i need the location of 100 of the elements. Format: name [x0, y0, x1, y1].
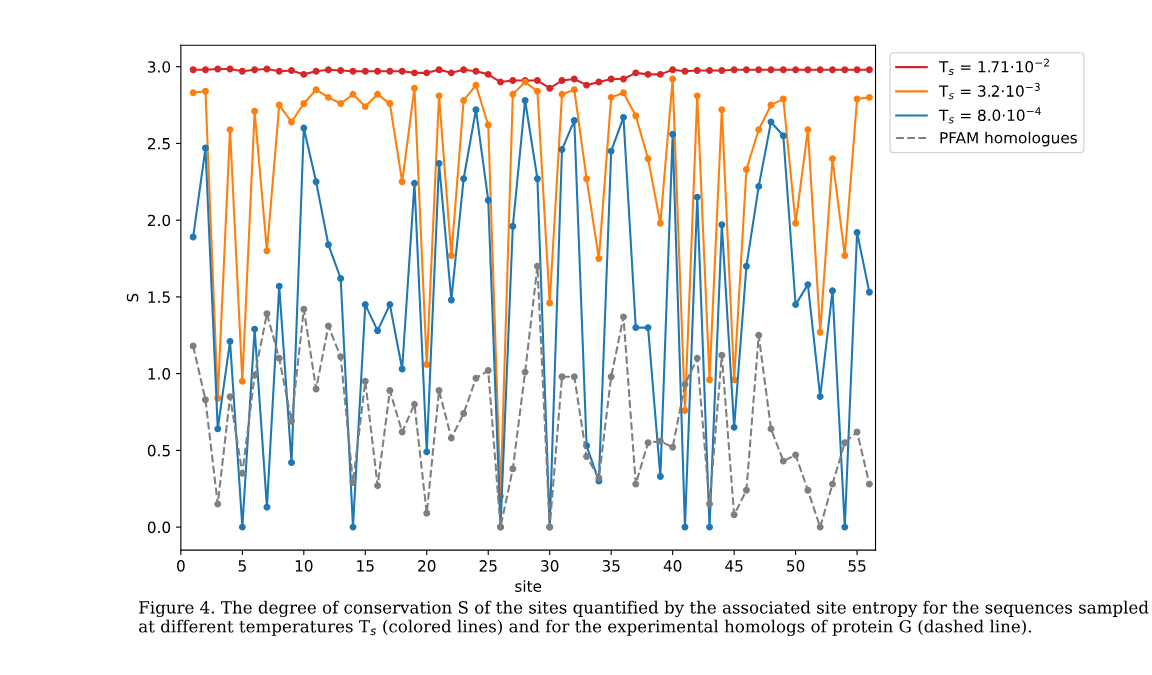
point: [337, 67, 345, 75]
point: [275, 101, 283, 109]
legend-label: PFAM homologues: [940, 131, 1077, 147]
point: [533, 87, 541, 95]
point: [460, 410, 468, 418]
point: [841, 66, 849, 74]
y-tick-label: 1.0: [148, 368, 171, 380]
point: [558, 77, 566, 84]
point: [484, 367, 492, 375]
point: [632, 69, 640, 77]
point: [189, 89, 197, 97]
point: [349, 90, 357, 98]
point: [706, 500, 714, 508]
point: [656, 472, 664, 480]
point: [238, 67, 246, 75]
point: [214, 65, 222, 73]
point: [865, 480, 873, 488]
point: [361, 377, 369, 385]
point: [509, 222, 517, 230]
point: [423, 69, 431, 77]
point: [607, 75, 615, 83]
point: [656, 219, 664, 227]
point: [779, 95, 787, 103]
point: [669, 130, 677, 138]
point: [374, 90, 382, 98]
point: [398, 428, 406, 436]
point: [361, 103, 369, 111]
point: [755, 66, 763, 74]
point: [288, 459, 295, 467]
point: [386, 301, 394, 309]
point: [816, 66, 824, 74]
point: [804, 281, 812, 289]
point: [718, 351, 726, 359]
point: [865, 288, 873, 296]
point: [497, 78, 505, 86]
point: [447, 296, 455, 304]
point: [853, 66, 861, 74]
point: [337, 275, 345, 282]
point: [632, 480, 640, 488]
point: [472, 81, 480, 89]
point: [853, 428, 861, 436]
x-axis-title: site: [515, 580, 542, 593]
point: [324, 66, 332, 74]
point: [779, 66, 787, 74]
point: [779, 457, 787, 465]
x-tick-label: 10: [295, 560, 313, 572]
point: [288, 417, 295, 425]
point: [853, 228, 861, 236]
point: [693, 67, 701, 75]
point: [546, 299, 554, 307]
point: [706, 523, 714, 531]
point: [189, 233, 197, 241]
x-tick-label: 50: [787, 560, 805, 572]
point: [853, 95, 861, 103]
point: [792, 219, 800, 227]
x-tick-label: 25: [479, 560, 497, 572]
point: [312, 178, 320, 186]
point: [792, 301, 800, 309]
point: [472, 374, 480, 382]
point: [730, 423, 738, 431]
point: [226, 126, 234, 134]
point: [263, 310, 271, 318]
point: [398, 178, 406, 186]
legend-label: T$_{s}$ = 3.2·10$^{−3}$: [938, 82, 1040, 100]
point: [398, 365, 406, 373]
point: [447, 434, 455, 442]
point: [484, 70, 492, 78]
point: [632, 112, 640, 120]
point: [410, 69, 418, 77]
point: [681, 380, 689, 388]
y-tick-label: 0.5: [147, 444, 170, 457]
point: [607, 147, 615, 155]
point: [718, 106, 726, 114]
point: [214, 500, 222, 508]
point: [447, 69, 455, 77]
x-tick-label: 40: [663, 560, 682, 572]
point: [533, 77, 541, 84]
point: [669, 75, 677, 83]
point: [570, 75, 578, 83]
point: [386, 387, 394, 394]
point: [337, 353, 345, 361]
point: [226, 337, 234, 345]
point: [595, 255, 603, 263]
point: [386, 100, 394, 108]
point: [644, 324, 652, 332]
point: [521, 368, 529, 376]
point: [349, 479, 357, 487]
point: [755, 182, 763, 190]
point: [521, 96, 529, 104]
point: [423, 448, 431, 456]
point: [558, 146, 566, 154]
point: [681, 67, 689, 75]
point: [656, 70, 664, 78]
point: [742, 262, 750, 270]
point: [583, 175, 591, 183]
point: [620, 113, 627, 121]
point: [620, 75, 627, 83]
point: [472, 67, 480, 75]
point: [644, 155, 652, 163]
point: [410, 84, 418, 92]
